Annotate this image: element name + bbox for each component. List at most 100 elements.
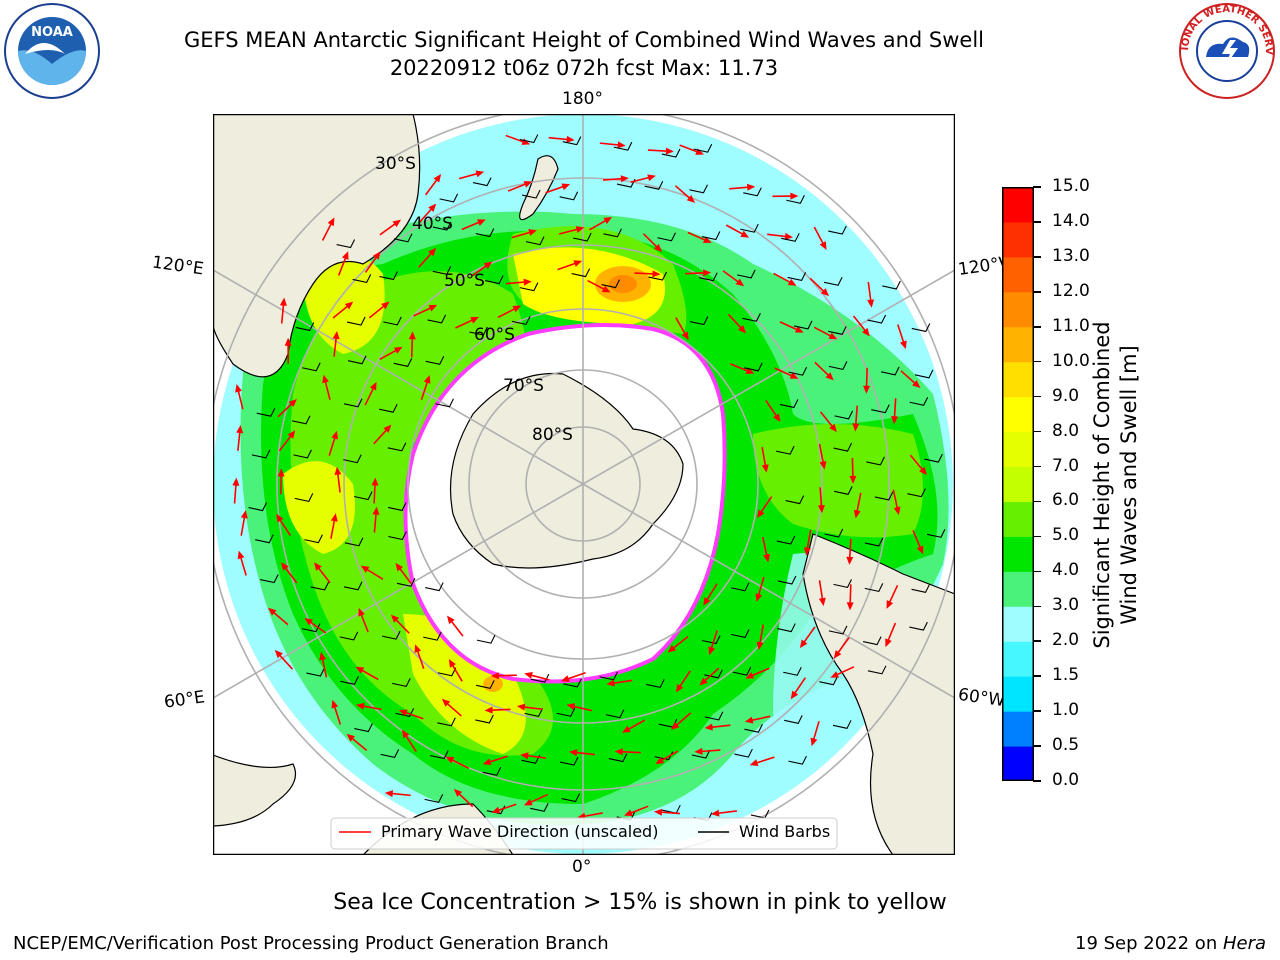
wave-direction-arrowhead (746, 183, 756, 191)
wave-direction-arrowhead (428, 203, 437, 212)
wind-barb (867, 665, 887, 675)
wind-barb (343, 398, 363, 408)
wave-direction-arrowhead (516, 703, 526, 711)
wave-direction-arrowhead (653, 243, 663, 252)
wind-barb (251, 449, 271, 459)
wave-direction-arrowhead (919, 466, 927, 476)
wave-direction-arrowhead (344, 301, 354, 310)
colorbar-tick-mark (1033, 710, 1041, 712)
colorbar-tick-label: 0.0 (1052, 770, 1080, 790)
wind-barb (833, 442, 853, 452)
wind-barb (776, 535, 796, 545)
wind-barb (343, 581, 363, 591)
wave-direction-arrowhead (470, 316, 479, 324)
wind-barb (472, 177, 492, 187)
lon-label-60w: 60°W (956, 684, 1007, 712)
wind-barb (439, 193, 459, 203)
wave-direction-arrowhead (371, 477, 379, 486)
wind-barb (380, 749, 400, 759)
wave-direction-arrowhead (819, 461, 827, 470)
wind-barb (911, 323, 931, 333)
wave-direction-arrowhead (784, 232, 794, 240)
wave-direction-arrowhead (819, 241, 827, 250)
colorbar-tick-label: 6.0 (1052, 490, 1080, 511)
wind-barb (295, 322, 315, 332)
wave-direction-arrowhead (277, 468, 285, 477)
wave-direction-arrowhead (372, 251, 381, 260)
map-legend: Primary Wave Direction (unscaled) Wind B… (330, 817, 838, 850)
wind-barb (864, 583, 884, 593)
wave-direction-arrowhead (654, 808, 663, 816)
colorbar-tick-label: 5.0 (1052, 525, 1080, 546)
wind-barb (379, 403, 398, 413)
colorbar-tick-label: 8.0 (1052, 420, 1080, 441)
wave-direction-arrowhead (647, 174, 656, 182)
wind-barb (819, 676, 838, 686)
colorbar-tick-mark (1033, 605, 1041, 608)
wind-barb (644, 180, 664, 190)
wave-direction-arrowhead (356, 702, 365, 710)
wind-barb (556, 708, 576, 717)
wind-barb (347, 355, 367, 365)
wind-barb (511, 316, 531, 326)
wind-barb (689, 184, 708, 194)
wind-barb (832, 720, 852, 729)
noaa-logo: NOAA (4, 3, 100, 99)
wind-barb (701, 231, 721, 241)
wind-barb (881, 366, 900, 376)
wind-barb (346, 316, 366, 326)
wind-barb (425, 582, 444, 592)
wind-barb (525, 236, 545, 246)
colorbar-tick-label: 4.0 (1052, 560, 1080, 581)
wind-barb (828, 326, 847, 335)
wave-direction-arrowhead (360, 565, 370, 573)
colorbar-tick-label: 1.0 (1052, 700, 1080, 721)
wave-direction-arrowhead (484, 706, 493, 714)
colorbar-tick-label: 3.0 (1052, 595, 1080, 616)
wind-barb (559, 756, 579, 766)
colorbar-tick-label: 7.0 (1052, 455, 1080, 476)
wind-barb (882, 280, 901, 290)
wind-barb (563, 678, 582, 688)
wind-barb (704, 669, 723, 679)
legend-wave-label: Primary Wave Direction (unscaled) (381, 822, 658, 841)
wind-barb (646, 679, 665, 689)
wind-barb (833, 579, 852, 589)
wind-barb (730, 629, 750, 639)
colorbar-segment (1002, 501, 1033, 537)
wave-direction-arrowhead (524, 672, 533, 679)
lat-label-40s: 40°S (412, 214, 453, 234)
colorbar-tick-label: 0.5 (1052, 735, 1080, 756)
wave-direction-arrowhead (281, 562, 289, 571)
wind-barb (777, 623, 796, 633)
wave-direction-arrowhead (369, 381, 377, 391)
polar-map: 30°S 40°S 50°S 60°S 70°S 80°S Primary Wa… (213, 114, 955, 855)
sea-ice-ring (403, 323, 727, 684)
colorbar (1002, 187, 1034, 781)
wave-direction-arrowhead (381, 301, 390, 310)
wind-barb (689, 316, 709, 326)
colorbar-segment (1002, 361, 1033, 398)
wind-barb (430, 750, 449, 760)
wave-direction-arrowhead (523, 181, 533, 188)
wave-direction-arrowhead (790, 690, 799, 700)
credit-date: 19 Sep 2022 on Hera (1075, 933, 1266, 954)
wind-barb (788, 366, 808, 376)
wave-direction-arrowhead (232, 477, 240, 486)
wave-direction-arrowhead (886, 600, 894, 609)
wind-barb (530, 673, 550, 683)
wave-direction-arrowhead (675, 683, 684, 693)
colorbar-tick-mark (1033, 500, 1041, 503)
wind-barb (909, 397, 929, 406)
wind-barb (425, 356, 445, 365)
wave-direction-arrowhead (655, 757, 665, 765)
wind-barb (704, 711, 724, 721)
wind-barb (336, 239, 356, 249)
wind-barb (744, 723, 763, 733)
wave-direction-arrowhead (453, 788, 463, 797)
wave-direction-arrowhead (520, 752, 529, 760)
wind-barb (742, 313, 761, 322)
wave-direction-arrowhead (794, 326, 804, 333)
wind-barb (785, 495, 805, 505)
wave-direction-arrowhead (912, 380, 921, 389)
